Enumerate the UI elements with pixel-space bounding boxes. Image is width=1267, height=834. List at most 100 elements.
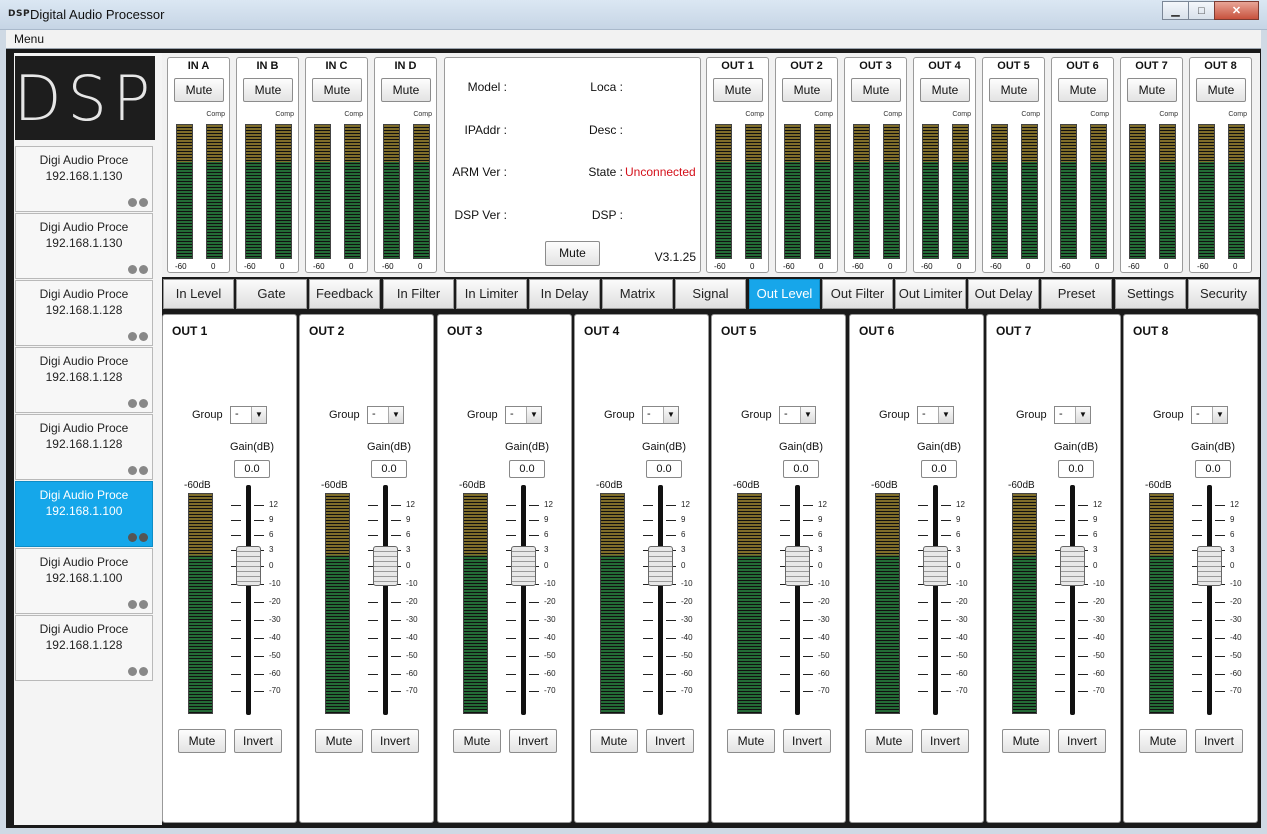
tab-in-delay[interactable]: In Delay [529,279,600,309]
channel-mute-button[interactable]: Mute [174,78,224,102]
gain-fader-handle[interactable] [511,546,536,586]
channel-mute-button[interactable]: Mute [782,78,832,102]
gain-value-field[interactable]: 0.0 [921,460,957,478]
fader-scale-label: -40 [406,633,418,642]
channel-mute-button[interactable]: Mute [851,78,901,102]
device-item[interactable]: Digi Audio Proce 192.168.1.128 [15,615,153,681]
device-item[interactable]: Digi Audio Proce 192.168.1.130 [15,213,153,279]
channel-mute-button[interactable]: Mute [1058,78,1108,102]
minimize-button[interactable]: ▁ [1162,1,1189,20]
fader-tick [780,535,813,536]
group-select[interactable]: - ▼ [917,406,954,424]
menu-item-menu[interactable]: Menu [14,32,45,46]
fader-tick [506,505,539,506]
fader-scale-label: -10 [818,579,830,588]
invert-button[interactable]: Invert [234,729,282,753]
invert-button[interactable]: Invert [921,729,969,753]
meter-max-label: 0 [1164,262,1169,271]
group-select[interactable]: - ▼ [642,406,679,424]
tab-matrix[interactable]: Matrix [602,279,673,309]
tab-out-level[interactable]: Out Level [749,279,820,309]
tab-out-limiter[interactable]: Out Limiter [895,279,966,309]
channel-mute-button[interactable]: Mute [381,78,431,102]
channel-mute-button[interactable]: Mute [989,78,1039,102]
invert-button[interactable]: Invert [783,729,831,753]
gain-value-field[interactable]: 0.0 [646,460,682,478]
group-select[interactable]: - ▼ [367,406,404,424]
gain-value-field[interactable]: 0.0 [1195,460,1231,478]
gain-fader-handle[interactable] [1197,546,1222,586]
gain-value-field[interactable]: 0.0 [234,460,270,478]
channel-mute-button[interactable]: Mute [1127,78,1177,102]
gain-fader-handle[interactable] [785,546,810,586]
gain-value-field[interactable]: 0.0 [371,460,407,478]
tab-feedback[interactable]: Feedback [309,279,380,309]
tab-out-filter[interactable]: Out Filter [822,279,893,309]
gain-fader-handle[interactable] [236,546,261,586]
tab-in-level[interactable]: In Level [163,279,234,309]
fader-tick [780,520,813,521]
group-select[interactable]: - ▼ [1054,406,1091,424]
device-item[interactable]: Digi Audio Proce 192.168.1.100 [15,481,153,547]
tab-signal[interactable]: Signal [675,279,746,309]
meter-max-label: 0 [750,262,755,271]
fader-scale-label: -30 [956,615,968,624]
invert-button[interactable]: Invert [509,729,557,753]
fader-tick [368,602,401,603]
mute-button[interactable]: Mute [727,729,775,753]
group-select[interactable]: - ▼ [1191,406,1228,424]
channel-mute-button[interactable]: Mute [1196,78,1246,102]
invert-button[interactable]: Invert [1195,729,1243,753]
fader-tick [1055,656,1088,657]
channel-mute-button[interactable]: Mute [243,78,293,102]
tab-settings[interactable]: Settings [1115,279,1186,309]
tab-in-filter[interactable]: In Filter [383,279,454,309]
mute-button[interactable]: Mute [1139,729,1187,753]
group-select[interactable]: - ▼ [779,406,816,424]
device-item[interactable]: Digi Audio Proce 192.168.1.128 [15,347,153,413]
invert-button[interactable]: Invert [1058,729,1106,753]
device-item[interactable]: Digi Audio Proce 192.168.1.128 [15,414,153,480]
invert-button[interactable]: Invert [371,729,419,753]
mute-button[interactable]: Mute [1002,729,1050,753]
tab-gate[interactable]: Gate [236,279,307,309]
fader-scale-label: 3 [1230,545,1235,554]
gain-value-field[interactable]: 0.0 [783,460,819,478]
channel-mute-button[interactable]: Mute [312,78,362,102]
group-select[interactable]: - ▼ [505,406,542,424]
dsp-logo: DSP [14,56,155,140]
mute-button[interactable]: Mute [865,729,913,753]
gain-fader-handle[interactable] [648,546,673,586]
gain-fader-handle[interactable] [373,546,398,586]
maximize-button[interactable]: □ [1188,1,1215,20]
tab-security[interactable]: Security [1188,279,1259,309]
mute-button[interactable]: Mute [453,729,501,753]
tab-preset[interactable]: Preset [1041,279,1112,309]
fader-scale-label: 12 [1230,500,1239,509]
gain-value-field[interactable]: 0.0 [1058,460,1094,478]
group-label: Group [467,409,498,421]
fader-tick [918,520,951,521]
channel-mute-button[interactable]: Mute [920,78,970,102]
gain-fader-handle[interactable] [923,546,948,586]
device-item[interactable]: Digi Audio Proce 192.168.1.130 [15,146,153,212]
tab-out-delay[interactable]: Out Delay [968,279,1039,309]
device-item[interactable]: Digi Audio Proce 192.168.1.100 [15,548,153,614]
group-select[interactable]: - ▼ [230,406,267,424]
mute-button[interactable]: Mute [178,729,226,753]
fader-scale-label: -60 [1093,669,1105,678]
master-mute-button[interactable]: Mute [545,241,600,266]
close-button[interactable]: ✕ [1214,1,1259,20]
device-name: Digi Audio Proce [39,421,129,435]
channel-mute-button[interactable]: Mute [713,78,763,102]
device-item[interactable]: Digi Audio Proce 192.168.1.128 [15,280,153,346]
comp-meter [883,124,900,259]
gain-value-field[interactable]: 0.0 [509,460,545,478]
gain-label: Gain(dB) [505,441,550,453]
mute-button[interactable]: Mute [315,729,363,753]
comp-label: Comp [413,111,432,118]
mute-button[interactable]: Mute [590,729,638,753]
invert-button[interactable]: Invert [646,729,694,753]
tab-in-limiter[interactable]: In Limiter [456,279,527,309]
gain-fader-handle[interactable] [1060,546,1085,586]
